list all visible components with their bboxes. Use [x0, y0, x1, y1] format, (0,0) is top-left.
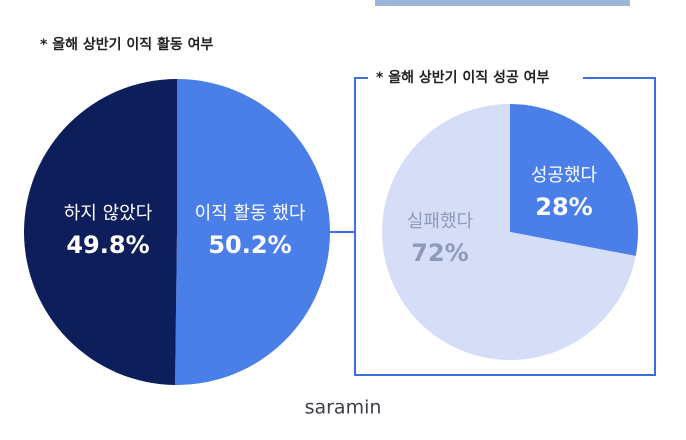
pie-slice — [175, 79, 331, 386]
slice-label: 이직 활동 했다 — [195, 203, 306, 224]
logo: saramin — [305, 397, 382, 419]
slice-label: 하지 않았다 — [64, 203, 153, 224]
pie-slice — [382, 104, 636, 360]
slice-label: 성공했다 — [531, 165, 598, 186]
pie-slice — [24, 79, 178, 385]
chart-title: * 올해 상반기 이직 활동 여부 — [40, 36, 213, 53]
pie-slice — [510, 104, 639, 256]
value-label: 50.2% — [208, 231, 291, 259]
value-label: 28% — [535, 193, 592, 221]
top-strip — [375, 0, 630, 6]
chart-title: * 올해 상반기 이직 성공 여부 — [376, 69, 549, 86]
title-backdrop — [368, 66, 583, 90]
slice-label: 실패했다 — [407, 211, 474, 232]
value-label: 72% — [411, 239, 468, 267]
value-label: 49.8% — [66, 231, 149, 259]
